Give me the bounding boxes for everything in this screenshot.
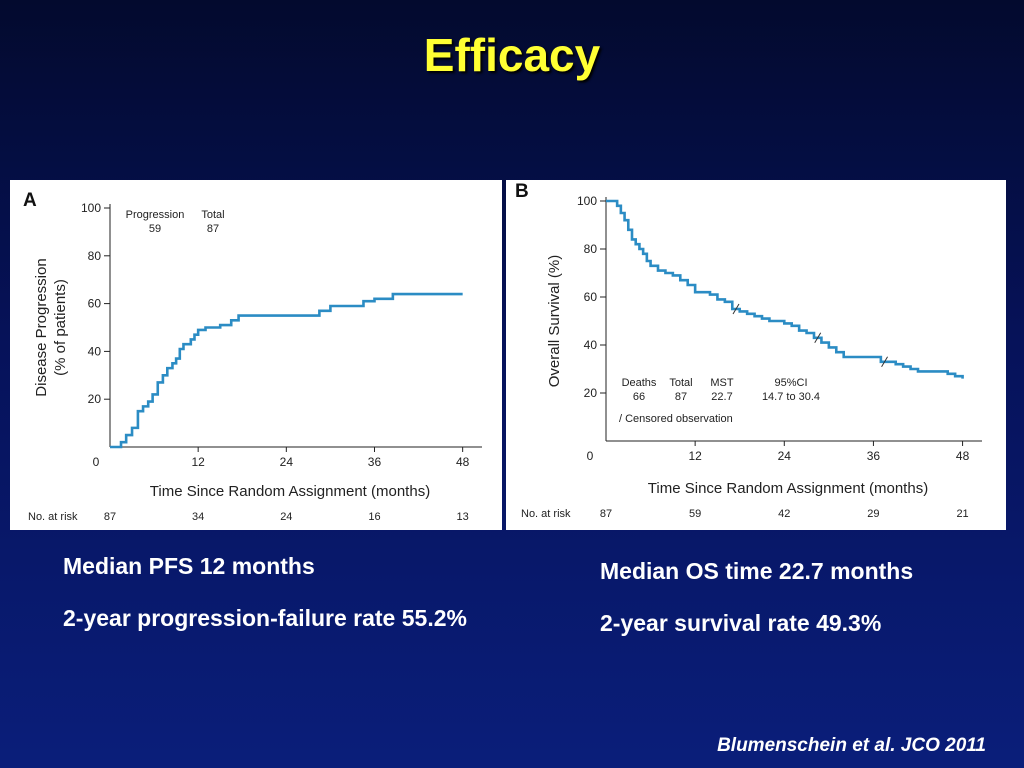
legend-header: Total: [201, 209, 224, 221]
risk-label: No. at risk: [521, 508, 571, 520]
median-os-text: Median OS time 22.7 months: [600, 558, 914, 584]
x-tick-label: 36: [867, 449, 881, 463]
risk-label: No. at risk: [28, 511, 78, 523]
risk-count: 21: [956, 508, 968, 520]
x-tick-label: 0: [587, 449, 594, 463]
x-tick-label: 48: [956, 449, 970, 463]
panel-label: A: [23, 190, 37, 211]
legend-header: 95%CI: [774, 377, 807, 389]
progression-failure-rate-text: 2-year progression-failure rate 55.2%: [63, 605, 467, 631]
median-pfs-text: Median PFS 12 months: [63, 553, 315, 579]
risk-count: 13: [457, 511, 469, 523]
y-tick-label: 20: [584, 386, 598, 400]
x-tick-label: 36: [368, 455, 382, 469]
risk-count: 42: [778, 508, 790, 520]
survival-chart: B 20 40 60 80 100 0 12 24 36 48 Time Since Random A…: [515, 181, 982, 520]
censor-mark: [814, 332, 822, 344]
x-tick-label: 48: [456, 455, 470, 469]
x-tick-label: 0: [93, 455, 100, 469]
legend-value: 14.7 to 30.4: [762, 391, 820, 403]
y-axis-title: (% of patients): [52, 279, 69, 376]
y-tick-label: 40: [584, 338, 598, 352]
legend-value: 59: [149, 223, 161, 235]
risk-count: 87: [600, 508, 612, 520]
legend-header: MST: [710, 377, 734, 389]
progression-chart: A 20 40 60 80 100 0 12 24 36 48 Time Since Random A…: [23, 190, 482, 523]
x-tick-label: 12: [688, 449, 702, 463]
y-tick-label: 100: [81, 201, 101, 215]
risk-count: 29: [867, 508, 879, 520]
citation: Blumenschein et al. JCO 2011: [717, 735, 986, 756]
legend-value: 87: [207, 223, 219, 235]
y-tick-label: 80: [88, 249, 102, 263]
legend-value: 22.7: [711, 391, 732, 403]
panel-label: B: [515, 181, 529, 202]
x-tick-label: 12: [191, 455, 205, 469]
legend-value: 66: [633, 391, 645, 403]
x-tick-label: 24: [280, 455, 294, 469]
risk-count: 59: [689, 508, 701, 520]
risk-count: 24: [280, 511, 292, 523]
chart-panel-b: B 20 40 60 80 100 0 12 24 36 48 Time Since Random A…: [506, 180, 1006, 530]
legend-header: Progression: [126, 209, 185, 221]
censor-mark: [732, 303, 740, 315]
x-axis-title: Time Since Random Assignment (months): [648, 480, 928, 497]
curve-series: [606, 199, 964, 379]
survival-rate-text: 2-year survival rate 49.3%: [600, 610, 882, 636]
chart-panel-a: A 20 40 60 80 100 0 12 24 36 48 Time Since Random A…: [10, 180, 502, 530]
slide-title: Efficacy: [423, 29, 601, 81]
y-tick-label: 60: [584, 290, 598, 304]
curve-series: [110, 292, 463, 449]
censor-mark: [881, 356, 889, 368]
legend-note: / Censored observation: [619, 413, 733, 425]
x-axis-title: Time Since Random Assignment (months): [150, 483, 430, 500]
y-tick-label: 60: [88, 297, 102, 311]
y-tick-label: 100: [577, 194, 597, 208]
legend-header: Total: [669, 377, 692, 389]
risk-count: 16: [368, 511, 380, 523]
legend-value: 87: [675, 391, 687, 403]
x-tick-label: 24: [778, 449, 792, 463]
y-axis-title: Disease Progression: [33, 258, 50, 396]
y-tick-label: 40: [88, 344, 102, 358]
y-tick-label: 80: [584, 242, 598, 256]
y-tick-label: 20: [88, 392, 102, 406]
risk-count: 34: [192, 511, 204, 523]
y-axis-title: Overall Survival (%): [546, 255, 563, 388]
risk-count: 87: [104, 511, 116, 523]
legend-header: Deaths: [622, 377, 657, 389]
